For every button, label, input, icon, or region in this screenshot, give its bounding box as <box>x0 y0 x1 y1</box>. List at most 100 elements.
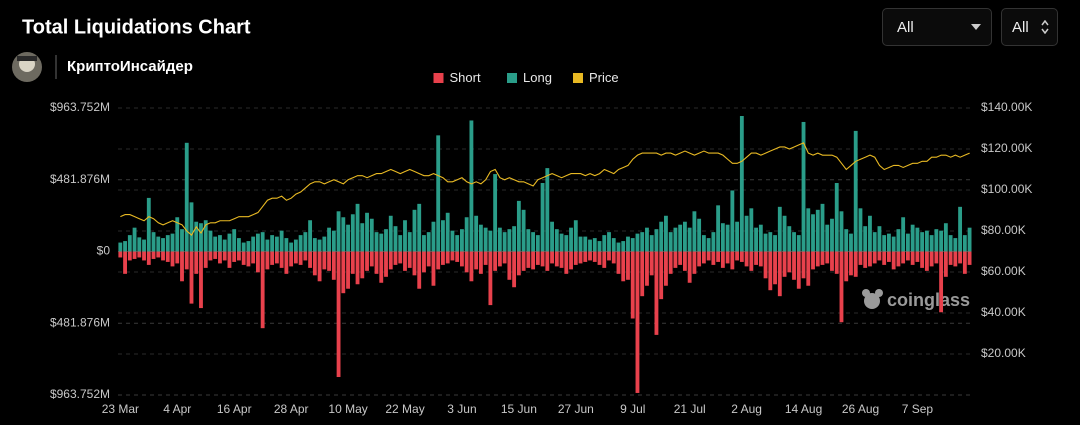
x-tick-label: 28 Apr <box>274 402 309 416</box>
bar <box>720 251 725 268</box>
bar <box>801 251 806 279</box>
bar <box>199 223 203 252</box>
bar <box>464 251 469 273</box>
bar <box>512 251 517 288</box>
bar <box>825 224 830 252</box>
bar <box>763 233 768 252</box>
y2-tick-label: $60.00K <box>981 264 1026 278</box>
bar <box>806 208 811 252</box>
bar <box>118 242 123 252</box>
y-tick-label: $963.752M <box>50 100 110 114</box>
bar <box>578 251 583 264</box>
bar <box>943 251 948 277</box>
bar <box>284 238 289 252</box>
bar <box>497 227 502 252</box>
bar <box>507 229 512 252</box>
bar <box>502 251 507 264</box>
bar <box>464 217 469 252</box>
bar <box>460 229 464 252</box>
bar <box>958 251 963 264</box>
bar <box>777 206 782 252</box>
bar <box>588 251 592 261</box>
bar <box>939 251 944 313</box>
bar <box>208 230 213 252</box>
bar <box>654 251 659 335</box>
bar <box>654 229 659 252</box>
bar <box>184 251 189 270</box>
range-dropdown[interactable]: All <box>882 8 992 46</box>
bar <box>564 235 569 252</box>
chart-title: Total Liquidations Chart <box>22 16 251 38</box>
bar <box>142 251 146 261</box>
spinner-arrows <box>1041 20 1049 34</box>
y-tick-label: $481.876M <box>50 315 110 329</box>
bar <box>929 251 934 267</box>
bar <box>649 235 654 252</box>
bar <box>716 205 721 252</box>
bar <box>346 224 350 252</box>
bar <box>910 224 915 252</box>
bar <box>872 251 877 264</box>
avatar <box>12 52 42 82</box>
bar <box>431 251 436 286</box>
bar <box>142 239 146 252</box>
bar <box>161 251 165 261</box>
bar <box>891 236 896 252</box>
bar <box>426 251 431 267</box>
bar <box>725 224 730 252</box>
bar <box>346 251 350 289</box>
bar <box>251 236 256 252</box>
bar <box>460 251 464 267</box>
bar <box>175 251 180 264</box>
legend-swatch <box>507 73 517 83</box>
bar <box>811 251 815 270</box>
bar <box>441 220 445 252</box>
x-tick-label: 14 Aug <box>785 402 822 416</box>
bar <box>336 251 341 378</box>
bar <box>289 251 294 267</box>
bar <box>621 241 626 252</box>
bar <box>915 251 920 262</box>
bar <box>754 251 758 265</box>
bar <box>559 233 564 252</box>
bar <box>701 251 706 264</box>
bar <box>132 227 137 252</box>
bar <box>379 251 384 283</box>
x-tick-label: 27 Jun <box>558 402 594 416</box>
bar <box>127 251 132 261</box>
bar <box>929 235 934 252</box>
mode-dropdown[interactable]: All <box>1001 8 1058 46</box>
bar <box>716 251 721 262</box>
bar <box>768 232 773 252</box>
bar <box>877 251 882 261</box>
bar <box>924 230 929 252</box>
bar <box>659 251 664 300</box>
bar <box>967 251 972 265</box>
bar <box>365 251 369 271</box>
bar <box>516 200 521 252</box>
bar <box>118 251 123 258</box>
bar <box>953 251 958 267</box>
bar <box>958 206 963 252</box>
bar <box>127 235 132 252</box>
x-tick-label: 15 Jun <box>501 402 537 416</box>
y2-tick-label: $40.00K <box>981 305 1026 319</box>
bar <box>341 251 346 294</box>
bar <box>293 251 298 264</box>
bar <box>137 251 142 258</box>
watermark: coinglass <box>887 290 970 310</box>
bar <box>924 251 929 271</box>
bar <box>792 251 796 280</box>
bar <box>815 209 820 252</box>
y2-tick-label: $80.00K <box>981 223 1026 237</box>
bar <box>422 235 426 252</box>
bar <box>962 251 967 274</box>
bar <box>545 168 550 252</box>
x-tick-label: 3 Jun <box>447 402 476 416</box>
bar <box>255 251 260 273</box>
bar <box>616 242 621 252</box>
legend-label: Long <box>523 70 552 85</box>
bar <box>649 251 654 276</box>
